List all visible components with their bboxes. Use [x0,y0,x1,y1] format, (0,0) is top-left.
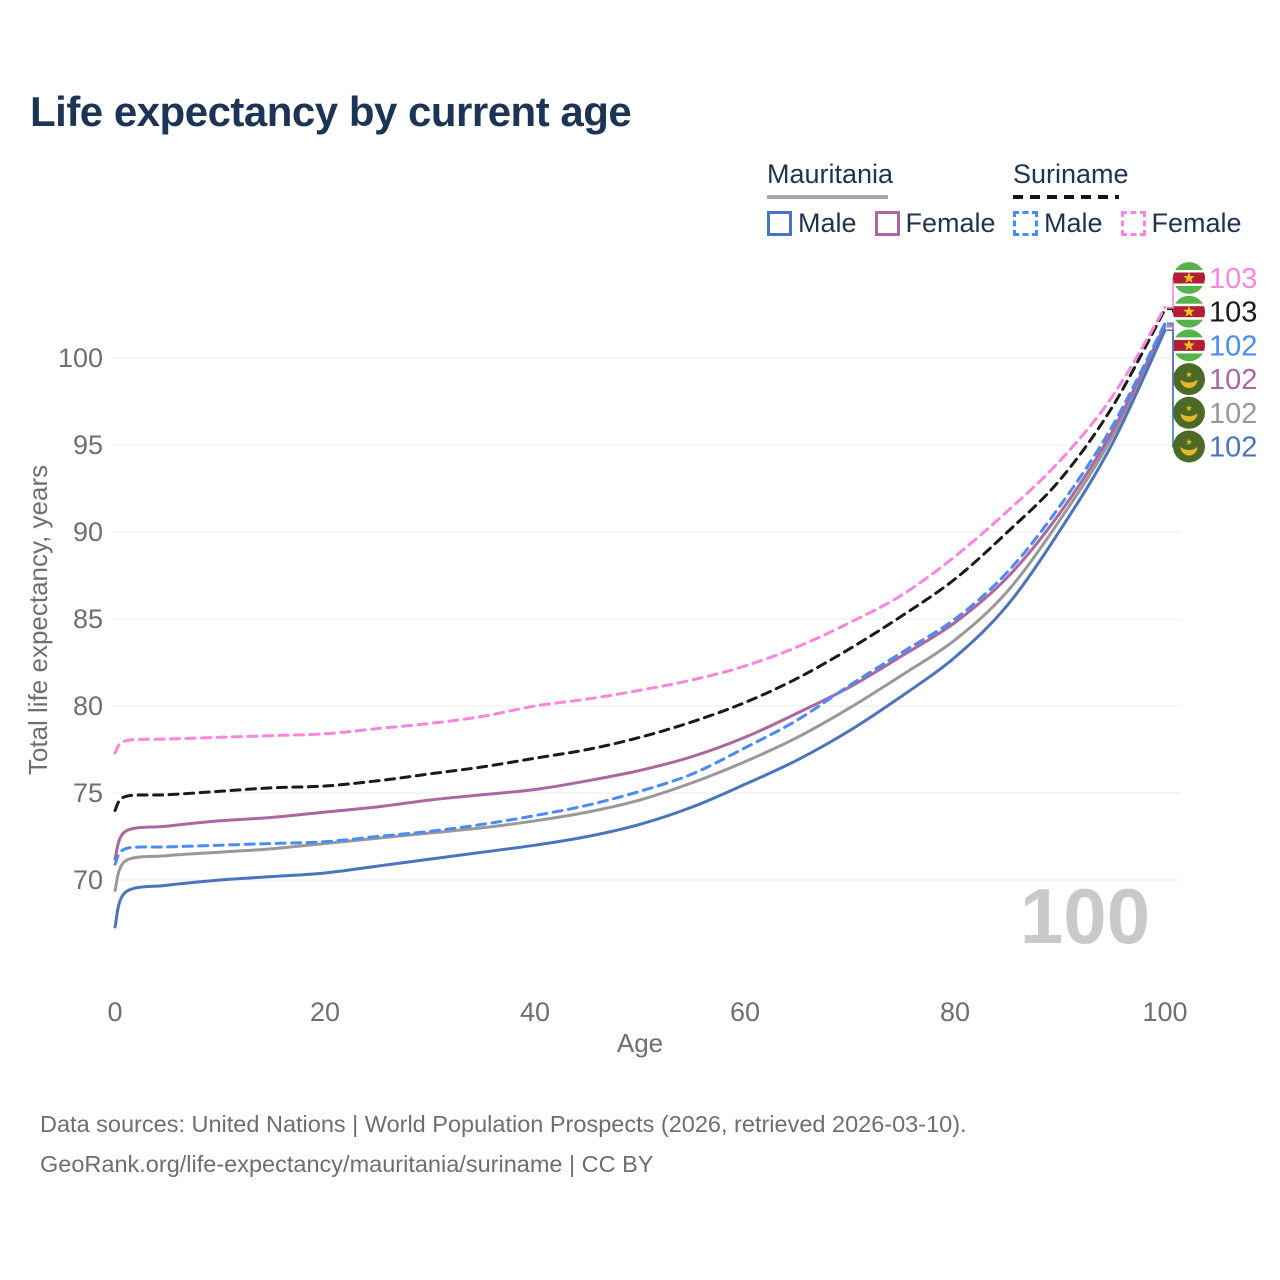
legend-country-suriname[interactable]: Suriname [1013,159,1129,189]
x-axis-title: Age [617,1028,663,1058]
x-tick-label-0: 0 [107,997,122,1027]
end-value-suriname-female: 103 [1209,263,1257,295]
x-tick-label-20: 20 [310,997,340,1027]
series-line-mauritania-female[interactable] [113,323,1167,861]
end-leader-suriname-female [1167,277,1174,309]
end-value-mauritania-both: 102 [1209,398,1257,430]
hover-age-watermark: 100 [1020,872,1150,960]
mauritania-flag-icon [1173,396,1205,429]
page-title: Life expectancy by current age [30,88,632,135]
x-tick-label-40: 40 [520,997,550,1027]
legend-swatch-mauritania-female[interactable] [874,210,900,236]
footer-attribution: GeoRank.org/life-expectancy/mauritania/s… [40,1151,654,1178]
end-leader-mauritania-female [1167,324,1174,380]
end-value-suriname-both: 103 [1209,297,1257,329]
legend-line-sample-suriname [1013,194,1119,199]
end-value-mauritania-male: 102 [1209,432,1257,464]
legend-line-sample-mauritania [767,194,888,199]
series-line-suriname-male[interactable] [113,321,1167,866]
y-tick-label-80: 80 [73,691,103,721]
y-axis-title: Total life expectancy, years [23,465,53,775]
y-tick-label-75: 75 [73,778,103,808]
series-line-mauritania-male[interactable] [113,328,1167,929]
y-tick-label-85: 85 [73,604,103,634]
end-value-mauritania-female: 102 [1209,364,1257,396]
end-leader-mauritania-both [1167,325,1174,414]
legend-mauritania: Mauritania Male Female [767,159,1014,239]
suriname-flag-icon [1173,262,1205,294]
series-line-mauritania-both[interactable] [113,325,1167,892]
suriname-flag-icon [1173,295,1205,328]
mauritania-flag-icon [1173,430,1205,463]
legend-label-suriname-male[interactable]: Male [1044,207,1103,238]
legend-label-suriname-female[interactable]: Female [1151,207,1242,238]
legend-swatch-mauritania-male[interactable] [767,210,792,236]
end-value-suriname-male: 102 [1209,330,1257,362]
footer-data-sources: Data sources: United Nations | World Pop… [40,1111,967,1137]
suriname-flag-icon [1173,329,1205,362]
y-tick-label-90: 90 [73,517,103,547]
x-tick-label-100: 100 [1142,997,1187,1027]
footer: Data sources: United Nations | World Pop… [40,1104,967,1185]
legend-suriname: Suriname Male Female [1013,159,1260,239]
legend-label-mauritania-male[interactable]: Male [798,207,857,238]
legend-swatch-suriname-male[interactable] [1013,210,1038,236]
legend-swatch-suriname-female[interactable] [1120,210,1146,236]
mauritania-flag-icon [1173,363,1205,396]
series-line-suriname-both[interactable] [113,307,1167,812]
end-leader-mauritania-male [1167,329,1174,448]
legend-country-mauritania[interactable]: Mauritania [767,159,894,189]
series-line-suriname-female[interactable] [113,306,1167,755]
y-tick-label-70: 70 [73,865,103,895]
y-tick-label-100: 100 [58,343,103,373]
y-tick-label-95: 95 [73,430,103,460]
x-tick-label-60: 60 [730,997,760,1027]
legend-label-mauritania-female[interactable]: Female [905,207,996,238]
end-leader-suriname-both [1167,308,1174,313]
x-tick-label-80: 80 [940,997,970,1027]
